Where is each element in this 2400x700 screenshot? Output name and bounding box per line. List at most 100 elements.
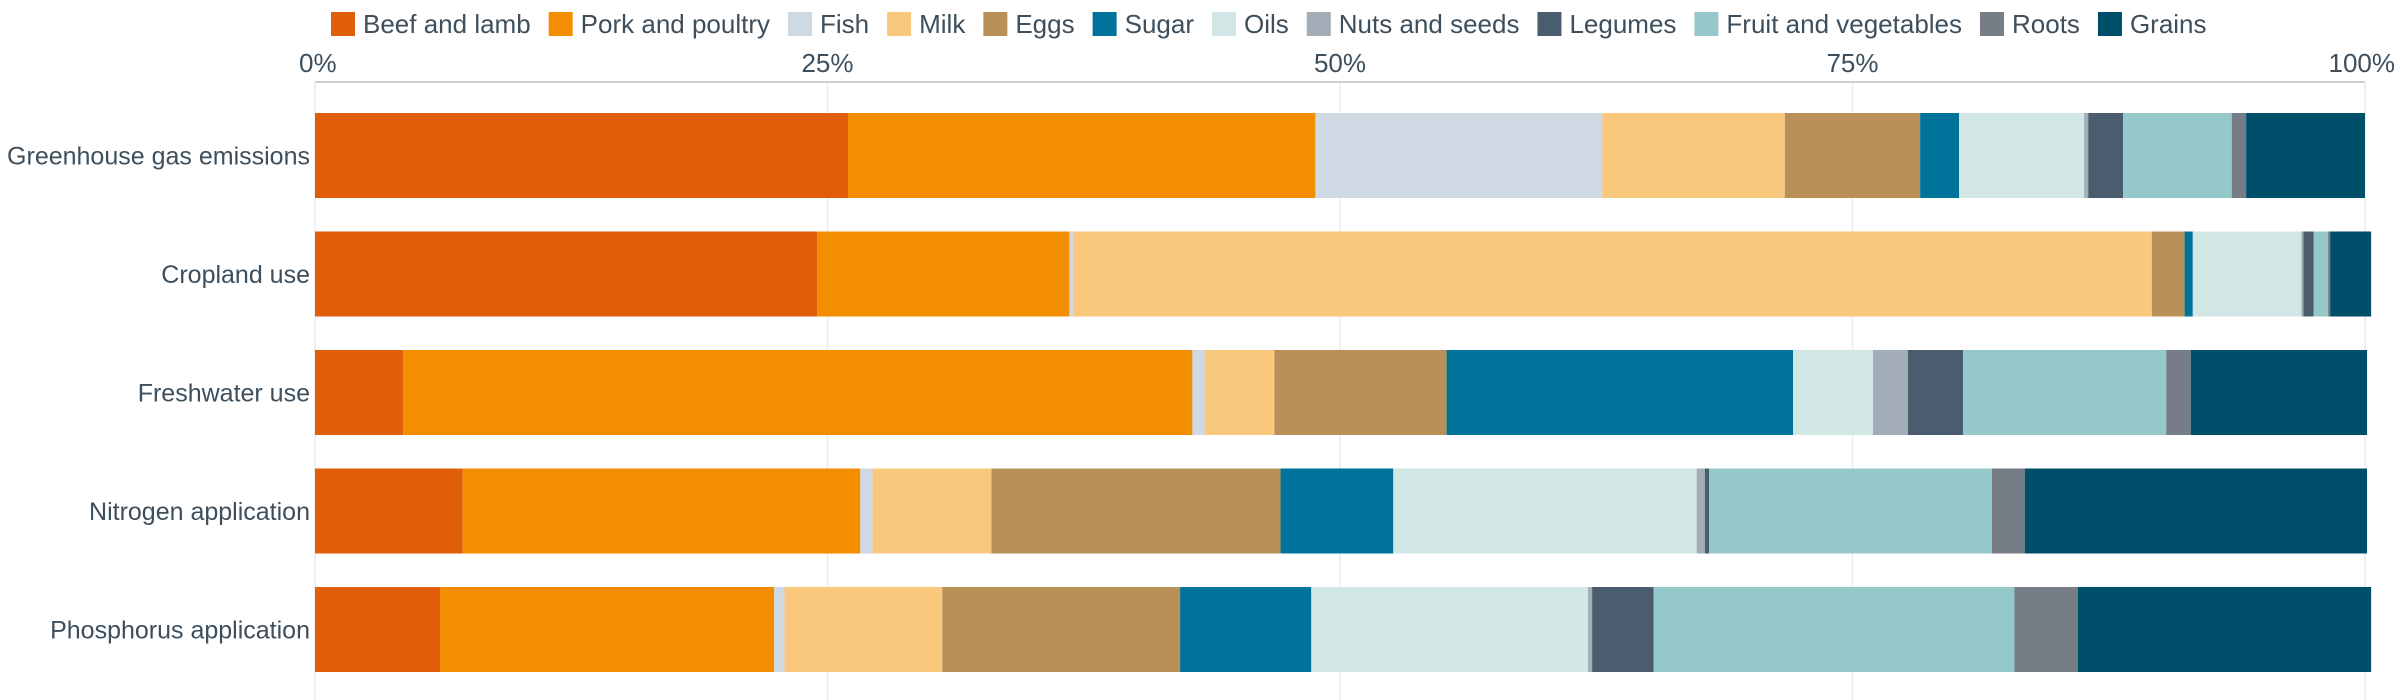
bar-segment-legumes: [1907, 350, 1964, 435]
bar-row-freshwater-use: [315, 350, 2368, 435]
legend-item-fruit-and-vegetables: Fruit and vegetables: [1694, 9, 1962, 39]
bar-segment-eggs: [1274, 350, 1447, 435]
bar-segment-beef-and-lamb: [315, 468, 463, 554]
bar-segment-grains: [2078, 587, 2372, 672]
bar-segment-fish: [1315, 113, 1603, 198]
legend-item-roots: Roots: [1980, 9, 2080, 39]
legend-swatch-fish: [788, 12, 812, 36]
legend-swatch-nuts-and-seeds: [1306, 12, 1331, 36]
bar-row-phosphorus-application: [315, 587, 2372, 672]
legend-swatch-oils: [1212, 12, 1236, 36]
legend-swatch-pork-and-poultry: [548, 12, 573, 36]
bar-segment-roots: [2166, 350, 2191, 435]
category-label: Nitrogen application: [89, 498, 310, 526]
bar-segment-legumes: [2303, 231, 2314, 317]
legend-label: Fish: [820, 9, 869, 39]
legend-label: Beef and lamb: [363, 9, 531, 39]
bar-segment-oils: [1793, 350, 1873, 435]
legend-label: Fruit and vegetables: [1726, 9, 1962, 39]
bar-segment-fruit-and-vegetables: [2123, 113, 2232, 198]
legend-item-pork-and-poultry: Pork and poultry: [548, 9, 770, 39]
bar-segment-oils: [1393, 468, 1697, 554]
legend-label: Milk: [919, 9, 966, 39]
legend-swatch-grains: [2097, 12, 2122, 36]
category-label: Phosphorus application: [50, 617, 310, 645]
bar-segment-pork-and-poultry: [462, 468, 861, 554]
x-tick-label: 75%: [1826, 48, 1878, 78]
category-label: Freshwater use: [138, 380, 310, 408]
bar-segment-legumes: [1704, 468, 1709, 554]
bar-segment-pork-and-poultry: [817, 231, 1070, 317]
bar-segment-fruit-and-vegetables: [1963, 350, 2167, 435]
bar-row-greenhouse-gas-emissions: [315, 113, 2365, 198]
bar-segment-milk: [1204, 350, 1275, 435]
legend-label: Nuts and seeds: [1339, 9, 1520, 39]
bar-segment-eggs: [1784, 113, 1921, 198]
legend-item-oils: Oils: [1212, 9, 1289, 39]
bar-segment-fish: [860, 468, 873, 554]
bar-segment-oils: [2192, 231, 2302, 317]
category-label: Cropland use: [161, 261, 310, 289]
legend: Beef and lamb Pork and poultry Fish Milk Egg…: [331, 9, 2207, 39]
bar-segment-fruit-and-vegetables: [1653, 587, 2015, 672]
legend-item-beef-and-lamb: Beef and lamb: [331, 9, 531, 39]
legend-label: Eggs: [1015, 9, 1074, 39]
bar-segment-nuts-and-seeds: [2084, 113, 2089, 198]
bar-segment-nuts-and-seeds: [1588, 587, 1593, 672]
legend-label: Grains: [2130, 9, 2207, 39]
bar-segment-sugar: [1280, 468, 1394, 554]
bar-segment-eggs: [942, 587, 1181, 672]
bar-segment-eggs: [991, 468, 1281, 554]
bar-segment-beef-and-lamb: [315, 587, 441, 672]
bar-segment-pork-and-poultry: [403, 350, 1193, 435]
legend-item-grains: Grains: [2097, 9, 2207, 39]
legend-label: Roots: [2012, 9, 2080, 39]
bar-segment-milk: [872, 468, 992, 554]
bar-segment-grains: [2190, 350, 2368, 435]
bar-segment-sugar: [1180, 587, 1312, 672]
bar-segment-sugar: [2184, 231, 2193, 317]
legend-item-fish: Fish: [788, 9, 869, 39]
bar-segment-sugar: [1920, 113, 1960, 198]
bar-segment-milk: [784, 587, 943, 672]
legend-label: Pork and poultry: [581, 9, 770, 39]
bar-segment-pork-and-poultry: [440, 587, 775, 672]
legend-label: Oils: [1244, 9, 1289, 39]
x-tick-label: 25%: [801, 48, 853, 78]
bar-segment-legumes: [1592, 587, 1654, 672]
bar-segment-fish: [1192, 350, 1205, 435]
y-axis: Greenhouse gas emissions Cropland use Fres…: [7, 143, 310, 645]
bar-segment-beef-and-lamb: [315, 350, 404, 435]
bar-segment-sugar: [1446, 350, 1794, 435]
legend-swatch-sugar: [1092, 12, 1117, 36]
bar-segment-roots: [2328, 231, 2331, 317]
bar-segment-roots: [2231, 113, 2247, 198]
bars: [315, 113, 2372, 672]
bar-segment-roots: [2014, 587, 2078, 672]
x-tick-label: 0%: [299, 48, 337, 78]
legend-item-milk: Milk: [887, 9, 966, 39]
bar-segment-pork-and-poultry: [848, 113, 1316, 198]
bar-segment-oils: [1311, 587, 1589, 672]
bar-segment-grains: [2024, 468, 2368, 554]
bar-segment-milk: [1602, 113, 1785, 198]
legend-item-legumes: Legumes: [1537, 9, 1676, 39]
legend-item-nuts-and-seeds: Nuts and seeds: [1306, 9, 1520, 39]
bar-row-cropland-use: [315, 231, 2372, 317]
bar-segment-legumes: [2088, 113, 2124, 198]
bar-segment-beef-and-lamb: [315, 231, 818, 317]
legend-swatch-beef-and-lamb: [331, 12, 355, 36]
bar-segment-fruit-and-vegetables: [1709, 468, 1992, 554]
bar-segment-fish: [1069, 231, 1074, 317]
bar-segment-fish: [774, 587, 785, 672]
bar-segment-nuts-and-seeds: [1873, 350, 1908, 435]
x-tick-label: 50%: [1314, 48, 1366, 78]
legend-swatch-legumes: [1537, 12, 1562, 36]
legend-label: Legumes: [1569, 9, 1676, 39]
bar-row-nitrogen-application: [315, 468, 2368, 554]
bar-segment-grains: [2246, 113, 2365, 198]
bar-segment-roots: [1991, 468, 2025, 554]
bar-segment-fruit-and-vegetables: [2313, 231, 2329, 317]
x-tick-label: 100%: [2329, 48, 2396, 78]
